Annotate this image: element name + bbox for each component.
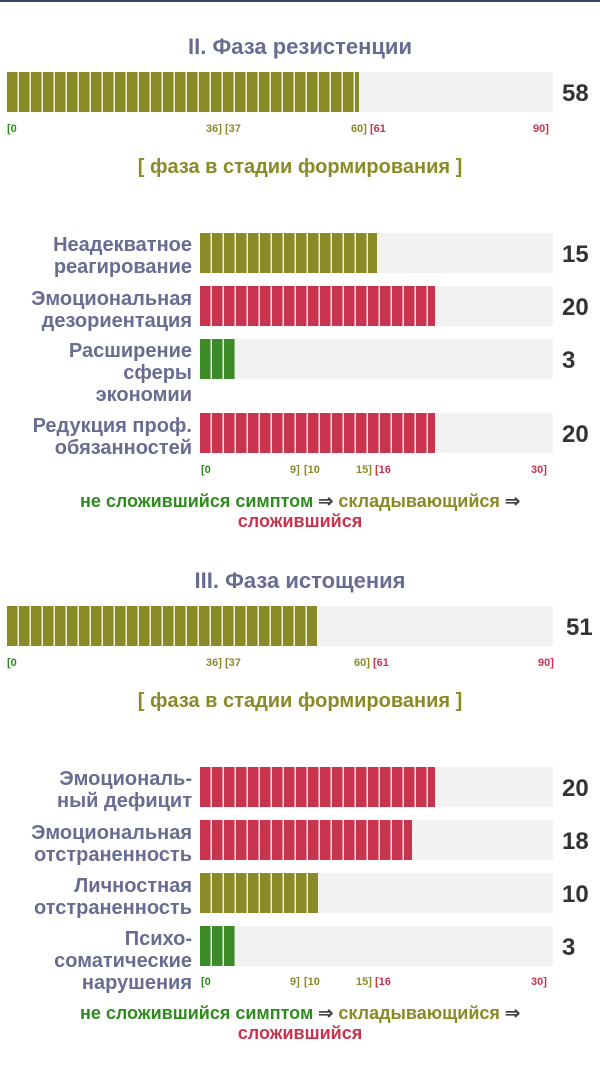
phase2-symptom-2-value: 20: [562, 294, 589, 321]
phase3-title: III. Фаза истощения: [194, 568, 406, 593]
phase3-symptom-1-label: Эмоциональ-ный дефицит: [56, 768, 192, 812]
phase3-symptom-3-value: 10: [562, 881, 589, 908]
phase3-symptom-1-fill: [200, 767, 436, 807]
phase3-symptom-4-value: 3: [562, 934, 576, 961]
phase3-symptom-3-label: Личностная отстраненность: [33, 875, 192, 919]
phase3-score-fill: [7, 606, 317, 646]
phase2-sym-tick-min: [0: [201, 464, 211, 476]
phase2-symptom-4-value: 20: [562, 421, 589, 448]
phase2-symptom-1-bar: [200, 233, 553, 273]
phase2-title: II. Фаза резистенции: [188, 34, 412, 59]
phase3-status: [ фаза в стадии формирования ]: [137, 690, 463, 712]
phase2-symptom-3-value: 3: [562, 347, 576, 374]
phase3-tick-high-start: [61: [373, 657, 389, 669]
phase2-status: [ фаза в стадии формирования ]: [137, 156, 463, 178]
phase2-sym-tick-mid-end: 15]: [356, 464, 372, 476]
phase3-sym-tick-high-start: [16: [375, 976, 391, 988]
phase2-legend: не сложившийся симптом ⇒ складывающийся …: [79, 491, 521, 531]
phase3-sym-tick-mid-end: 15]: [356, 976, 372, 988]
phase3-symptom-1-bar: [200, 767, 553, 807]
phase3-sym-tick-min: [0: [201, 976, 211, 988]
phase3-tick-min: [0: [7, 657, 17, 669]
phase2-sym-tick-max: 30]: [531, 464, 547, 476]
phase3-legend: не сложившийся симптом ⇒ складывающийся …: [79, 1003, 521, 1043]
top-divider: [0, 0, 600, 2]
phase3-symptom-4-bar: [200, 926, 553, 966]
phase3-symptom-2-label: Эмоциональная отстраненность: [31, 822, 192, 866]
phase2-symptom-3-fill: [200, 339, 236, 379]
phase3-symptom-2-value: 18: [562, 828, 589, 855]
phase3-sym-tick-max: 30]: [531, 976, 547, 988]
phase3-sym-tick-mid-start: [10: [304, 976, 320, 988]
phase2-sym-tick-high-start: [16: [375, 464, 391, 476]
phase2-sym-tick-low-end: 9]: [290, 464, 300, 476]
phase2-symptom-1-fill: [200, 233, 377, 273]
phase3-symptom-3-bar: [200, 873, 553, 913]
phase2-symptom-2-bar: [200, 286, 553, 326]
phase3-score-value: 51: [566, 614, 593, 641]
phase2-tick-low-end: 36]: [206, 123, 222, 135]
phase2-sym-tick-mid-start: [10: [304, 464, 320, 476]
phase2-symptom-3-bar: [200, 339, 553, 379]
phase2-tick-mid-start: [37: [225, 123, 241, 135]
phase2-tick-min: [0: [7, 123, 17, 135]
phase2-symptom-4-fill: [200, 413, 436, 453]
phase3-score-bar: [7, 606, 553, 646]
phase2-symptom-2-label: Эмоциональная дезориентация: [31, 288, 192, 332]
phase2-symptom-2-fill: [200, 286, 436, 326]
phase2-symptom-3-label: Расширение сферы экономии: [68, 340, 192, 406]
phase2-score-bar: [7, 72, 553, 112]
phase3-symptom-4-fill: [200, 926, 236, 966]
phase2-symptom-4-bar: [200, 413, 553, 453]
phase2-symptom-1-value: 15: [562, 241, 589, 268]
phase3-symptom-3-fill: [200, 873, 318, 913]
phase3-symptom-2-fill: [200, 820, 412, 860]
phase3-tick-low-end: 36]: [206, 657, 222, 669]
phase2-tick-mid-end: 60]: [351, 123, 367, 135]
phase3-tick-mid-end: 60]: [354, 657, 370, 669]
phase3-tick-max: 90]: [538, 657, 554, 669]
phase3-symptom-2-bar: [200, 820, 553, 860]
phase2-symptom-4-label: Редукция проф. обязанностей: [32, 415, 192, 459]
phase3-tick-mid-start: [37: [225, 657, 241, 669]
phase2-symptom-1-label: Неадекватное реагирование: [53, 234, 192, 278]
phase3-symptom-4-label: Психо-соматические нарушения: [54, 928, 192, 994]
phase3-symptom-1-value: 20: [562, 775, 589, 802]
phase2-score-fill: [7, 72, 359, 112]
phase2-tick-high-start: [61: [370, 123, 386, 135]
phase2-score-value: 58: [562, 80, 589, 107]
phase3-sym-tick-low-end: 9]: [290, 976, 300, 988]
phase2-tick-max: 90]: [533, 123, 549, 135]
